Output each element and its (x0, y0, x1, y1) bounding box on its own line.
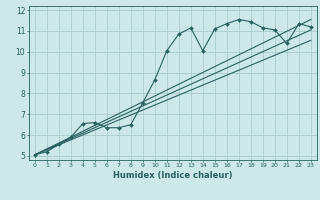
X-axis label: Humidex (Indice chaleur): Humidex (Indice chaleur) (113, 171, 233, 180)
